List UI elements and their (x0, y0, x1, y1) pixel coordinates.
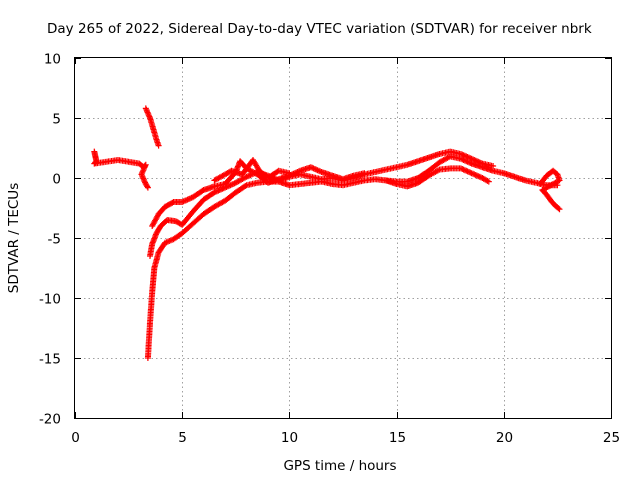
data-point (361, 170, 368, 177)
data-points (91, 105, 563, 361)
y-axis-label: SDTVAR / TECUs (6, 183, 22, 293)
data-point (556, 206, 563, 213)
chart-title: Day 265 of 2022, Sidereal Day-to-day VTE… (47, 21, 592, 37)
x-axis-label: GPS time / hours (283, 458, 396, 474)
y-tick-label: -20 (39, 412, 61, 428)
x-tick-label: 25 (603, 430, 620, 446)
data-point (242, 183, 249, 189)
y-tick-label: 10 (44, 52, 61, 68)
y-tick-label: -5 (48, 232, 61, 248)
data-point (169, 199, 176, 206)
x-tick-label: 15 (389, 430, 406, 446)
plot-frame (74, 57, 612, 419)
data-point (144, 184, 151, 191)
data-point (286, 170, 293, 177)
x-tick-label: 0 (71, 430, 80, 446)
x-tick-label: 20 (496, 430, 513, 446)
y-tick-label: -15 (39, 352, 61, 368)
y-tick-label: -10 (39, 292, 61, 308)
data-point (490, 163, 497, 169)
y-tick-label: 5 (52, 112, 61, 128)
data-point (484, 177, 491, 184)
y-tick-label: 0 (52, 172, 61, 188)
x-tick-label: 10 (281, 430, 298, 446)
data-point (485, 178, 492, 185)
data-point (242, 174, 249, 181)
data-point (144, 183, 151, 190)
x-tick-label: 5 (178, 430, 187, 446)
data-point (555, 205, 562, 212)
data-point (155, 142, 162, 149)
tick-layer: 0 5 10 15 20 25 -20 -15 -10 -5 0 5 10 (39, 52, 620, 447)
